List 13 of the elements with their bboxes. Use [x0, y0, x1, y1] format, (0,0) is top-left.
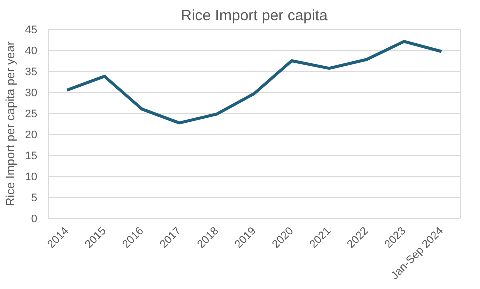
y-tick-label: 25 — [25, 108, 38, 120]
y-tick-label: 5 — [31, 192, 38, 204]
line-series — [66, 40, 444, 125]
y-tick-label: 45 — [25, 24, 38, 36]
chart-title: Rice Import per capita — [181, 8, 329, 24]
y-tick-label: 30 — [25, 88, 38, 100]
y-tick-label: 20 — [25, 130, 38, 142]
y-tick-label: 40 — [25, 46, 38, 58]
y-tick-label: 15 — [25, 150, 38, 162]
y-tick-label: 35 — [25, 66, 38, 78]
y-axis-title: Rice Import per capita per year — [3, 42, 18, 206]
y-tick-label: 0 — [31, 214, 38, 226]
y-tick-label: 10 — [25, 172, 38, 184]
